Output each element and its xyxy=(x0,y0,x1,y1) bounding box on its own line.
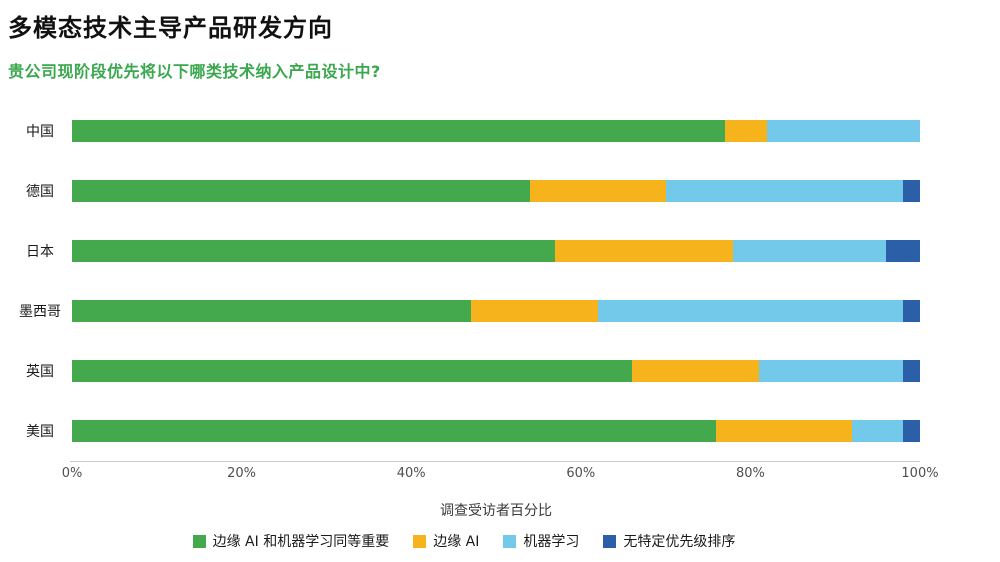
bar-track xyxy=(72,240,920,262)
category-label: 日本 xyxy=(26,244,54,260)
bar-segment xyxy=(886,240,920,262)
legend-label: 机器学习 xyxy=(523,534,580,550)
bar-segment xyxy=(903,180,920,202)
category-label: 中国 xyxy=(26,124,54,140)
bar-segment xyxy=(733,240,887,262)
x-tick-label: 60% xyxy=(566,466,596,481)
legend-item: 无特定优先级排序 xyxy=(603,531,735,551)
x-tick-label: 40% xyxy=(396,466,426,481)
bar-segment xyxy=(903,420,920,442)
bar-segment xyxy=(72,360,632,382)
bar-segment xyxy=(852,420,904,442)
bar-track xyxy=(72,360,920,382)
bar-segment xyxy=(716,420,853,442)
legend-item: 机器学习 xyxy=(503,531,579,551)
legend-swatch-icon xyxy=(603,534,617,548)
bar-segment xyxy=(72,300,471,322)
x-tick-label: 100% xyxy=(901,466,939,481)
bar-track xyxy=(72,120,920,142)
x-tick-label: 0% xyxy=(61,466,83,481)
bar-segment xyxy=(555,240,734,262)
bar-segment xyxy=(597,300,903,322)
legend-label: 边缘 AI 和机器学习同等重要 xyxy=(212,534,390,550)
category-label: 英国 xyxy=(26,364,54,380)
chart-row: 美国 xyxy=(8,401,920,461)
chart-row: 英国 xyxy=(8,341,920,401)
bar-segment xyxy=(767,120,920,142)
legend-swatch-icon xyxy=(413,534,427,548)
category-label: 美国 xyxy=(26,424,54,440)
bar-segment xyxy=(72,420,717,442)
legend-item: 边缘 AI xyxy=(413,531,479,551)
chart-subtitle: 贵公司现阶段优先将以下哪类技术纳入产品设计中? xyxy=(8,62,381,81)
x-axis-ticks: 0% 20% 40% 60% 80% 100% xyxy=(62,466,939,486)
bar-segment xyxy=(758,360,904,382)
bar-segment xyxy=(72,120,725,142)
plot-rows: 中国德国日本墨西哥英国美国 xyxy=(8,101,920,461)
bar-segment xyxy=(724,120,768,142)
legend-item: 边缘 AI 和机器学习同等重要 xyxy=(192,531,390,551)
bar-segment xyxy=(470,300,598,322)
x-axis-label: 调查受访者百分比 xyxy=(440,503,552,519)
legend-swatch-icon xyxy=(503,534,517,548)
stacked-bar-chart: 中国德国日本墨西哥英国美国 0% 20% 40% 60% 80% 100% 调查受访者百分… xyxy=(8,101,939,520)
x-axis-line xyxy=(70,461,920,462)
bar-segment xyxy=(529,180,666,202)
legend-swatch-icon xyxy=(192,534,206,548)
bar-track xyxy=(72,420,920,442)
category-label: 德国 xyxy=(26,184,54,200)
legend-label: 无特定优先级排序 xyxy=(623,534,736,550)
page-title: 多模态技术主导产品研发方向 xyxy=(8,14,333,42)
bar-segment xyxy=(631,360,759,382)
category-label: 墨西哥 xyxy=(19,304,61,320)
bar-track xyxy=(72,180,920,202)
chart-row: 德国 xyxy=(8,161,920,221)
bar-segment xyxy=(72,240,556,262)
x-tick-label: 20% xyxy=(227,466,257,481)
chart-legend: 边缘 AI 和机器学习同等重要 边缘 AI 机器学习 无特定优先级排序 xyxy=(8,531,920,551)
legend-label: 边缘 AI xyxy=(433,534,480,550)
bar-segment xyxy=(72,180,530,202)
bar-segment xyxy=(903,300,920,322)
bar-segment xyxy=(665,180,904,202)
bar-track xyxy=(72,300,920,322)
bar-segment xyxy=(903,360,920,382)
chart-row: 中国 xyxy=(8,101,920,161)
x-tick-label: 80% xyxy=(735,466,765,481)
chart-row: 日本 xyxy=(8,221,920,281)
chart-row: 墨西哥 xyxy=(8,281,920,341)
